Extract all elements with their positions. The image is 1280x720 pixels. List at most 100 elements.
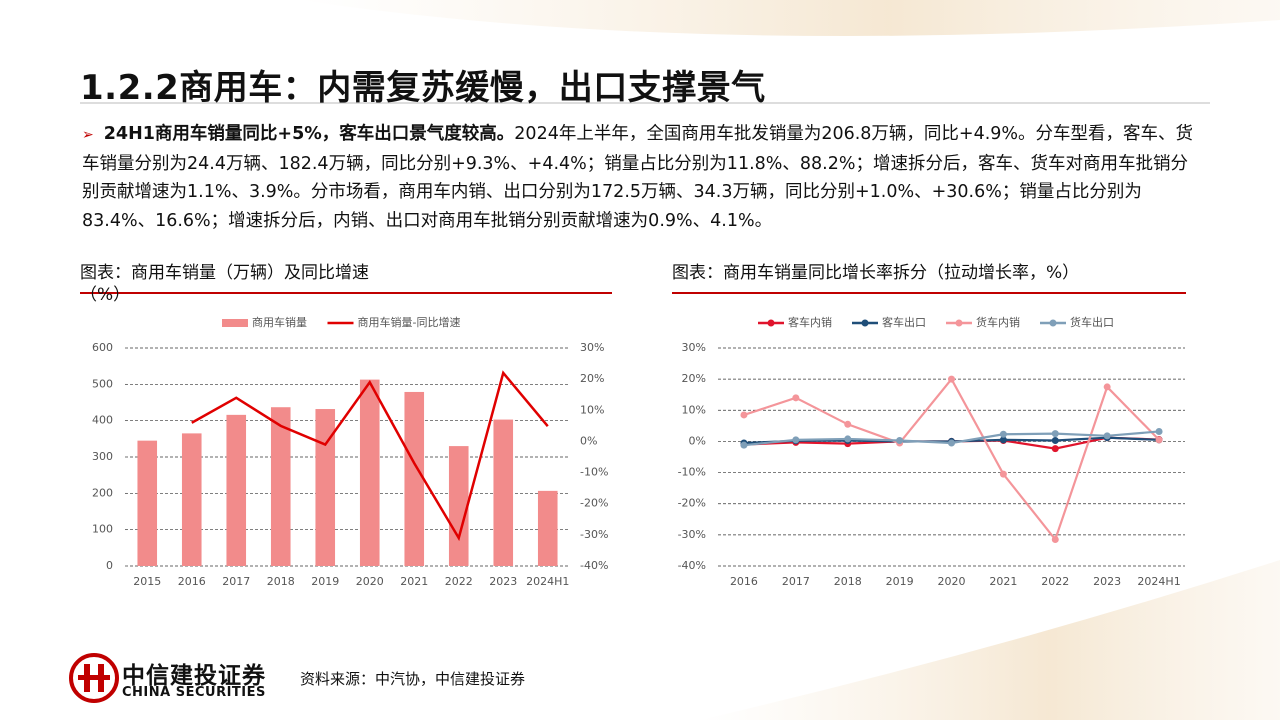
line	[191, 370, 549, 542]
bar	[137, 440, 158, 566]
y-tick-label: -40%	[580, 559, 608, 572]
y-tick-label: -20%	[678, 497, 706, 510]
bar	[448, 446, 469, 566]
y-tick-label: 0%	[580, 434, 597, 447]
x-tick-label: 2020	[356, 575, 384, 588]
legend-label: 商用车销量-同比增速	[358, 315, 461, 329]
x-tick-label: 2017	[222, 575, 250, 588]
y-tick-label: -10%	[678, 466, 706, 479]
y-tick-label: 100	[92, 523, 113, 536]
legend-swatch	[222, 319, 248, 327]
legend-swatch	[861, 319, 869, 327]
y-tick-label: -40%	[678, 559, 706, 572]
slide-title: 1.2.2商用车：内需复苏缓慢，出口支撑景气	[80, 68, 766, 108]
bar	[315, 409, 336, 566]
x-tick-label: 2015	[133, 575, 161, 588]
x-tick-label: 2016	[178, 575, 206, 588]
x-tick-label: 2021	[400, 575, 428, 588]
point	[1155, 436, 1163, 444]
legend-label: 客车出口	[882, 315, 926, 329]
point	[1051, 445, 1059, 453]
point	[948, 375, 955, 383]
y-tick-label: 200	[92, 486, 113, 499]
decor-swoosh	[700, 560, 1280, 720]
x-tick-label: 2021	[989, 575, 1017, 588]
bar	[270, 407, 291, 566]
x-tick-label: 2023	[1093, 575, 1121, 588]
bar	[181, 433, 202, 566]
bar	[404, 391, 425, 566]
point	[999, 436, 1007, 444]
point	[740, 411, 748, 419]
x-tick-label: 2018	[267, 575, 295, 588]
x-tick-label: 2023	[489, 575, 517, 588]
y-tick-label: 20%	[580, 372, 604, 385]
x-tick-label: 2020	[938, 575, 966, 588]
bullet-arrow: ➢	[82, 127, 94, 143]
y-tick-label: 0	[106, 559, 113, 572]
y-tick-label: 300	[92, 450, 113, 463]
decor-swoosh	[300, 0, 1280, 36]
logo-mark	[69, 653, 119, 703]
x-tick-label: 2018	[834, 575, 862, 588]
y-tick-label: 30%	[580, 341, 604, 354]
point	[1051, 436, 1059, 444]
point	[792, 436, 800, 444]
x-tick-label: 2019	[311, 575, 339, 588]
point	[1103, 432, 1111, 440]
legend-label: 客车内销	[788, 315, 832, 329]
point	[792, 394, 800, 402]
chart-title: 图表：商用车销量（万辆）及同比增速（%）	[80, 263, 369, 305]
y-tick-label: 10%	[682, 403, 706, 416]
bullet-body: 2024年上半年，全国商用车批发销量为206.8万辆，同比+4.9%。分车型看，…	[82, 124, 1194, 231]
point	[844, 435, 852, 443]
point	[999, 470, 1007, 478]
chart-title: 图表：商用车销量同比增长率拆分（拉动增长率，%）	[672, 263, 1080, 283]
point	[999, 430, 1007, 438]
y-tick-label: 0%	[689, 434, 706, 447]
x-tick-label: 2024H1	[1137, 575, 1180, 588]
y-tick-label: 500	[92, 377, 113, 390]
y-tick-label: -30%	[678, 528, 706, 541]
y-tick-label: -30%	[580, 528, 608, 541]
logo-text: CHINA SECURITIES	[122, 685, 266, 700]
legend-label: 货车内销	[976, 315, 1020, 329]
logo-text: 中信建投证券	[122, 663, 266, 689]
x-tick-label: 2017	[782, 575, 810, 588]
bullet-bold: 24H1商用车销量同比+5%，客车出口景气度较高。	[103, 124, 515, 144]
point	[896, 436, 904, 444]
y-tick-label: 10%	[580, 403, 604, 416]
x-tick-label: 2016	[730, 575, 758, 588]
y-tick-label: -10%	[580, 466, 608, 479]
x-tick-label: 2019	[886, 575, 914, 588]
bar	[537, 490, 558, 566]
x-tick-label: 2022	[1041, 575, 1069, 588]
point	[740, 441, 748, 449]
bar	[493, 419, 514, 566]
bullet-text: ➢ 24H1商用车销量同比+5%，客车出口景气度较高。2024年上半年，全国商用车…	[82, 120, 1202, 235]
y-tick-label: 400	[92, 414, 113, 427]
legend-swatch	[767, 319, 775, 327]
legend-label: 货车出口	[1070, 315, 1114, 329]
y-tick-label: 30%	[682, 341, 706, 354]
x-tick-label: 2022	[445, 575, 473, 588]
legend-swatch	[1049, 319, 1057, 327]
y-tick-label: -20%	[580, 497, 608, 510]
bar	[226, 414, 247, 566]
point	[1051, 536, 1059, 544]
point	[1051, 430, 1059, 438]
y-tick-label: 20%	[682, 372, 706, 385]
point	[948, 439, 955, 447]
bar	[359, 379, 380, 566]
x-tick-label: 2024H1	[526, 575, 569, 588]
point	[1155, 427, 1163, 435]
point	[1103, 383, 1111, 391]
point	[844, 420, 852, 428]
y-tick-label: 600	[92, 341, 113, 354]
legend-swatch	[955, 319, 963, 327]
source-note: 资料来源：中汽协，中信建投证券	[300, 670, 526, 688]
line	[743, 377, 1160, 542]
